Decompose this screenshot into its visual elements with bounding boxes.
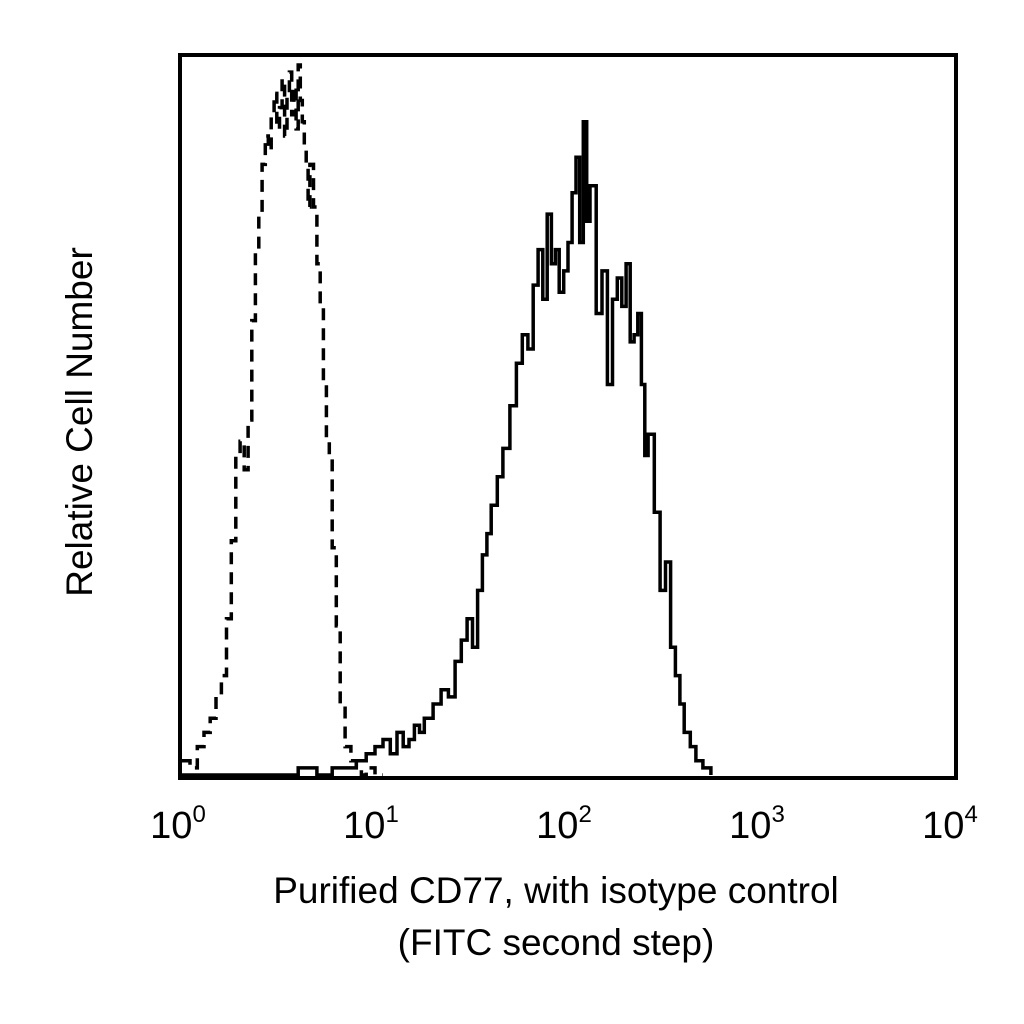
histogram-series-cd77	[182, 120, 713, 777]
x-tick-label-4: 104	[922, 801, 978, 847]
x-tick-exponent: 2	[578, 801, 591, 828]
x-tick-base: 10	[922, 805, 964, 847]
y-axis-label: Relative Cell Number	[59, 247, 100, 597]
x-tick-base: 10	[150, 805, 192, 847]
series-layer	[182, 63, 713, 777]
x-axis-label-line-2: (FITC second step)	[398, 922, 715, 963]
x-tick-label-2: 102	[536, 801, 592, 847]
x-tick-exponent: 1	[385, 801, 398, 828]
x-tick-label-0: 100	[150, 801, 206, 847]
x-tick-base: 10	[536, 805, 578, 847]
x-tick-label-1: 101	[343, 801, 399, 847]
x-tick-base: 10	[729, 805, 771, 847]
histogram-series-isotype-control	[182, 63, 383, 777]
x-tick-base: 10	[343, 805, 385, 847]
x-tick-exponent: 0	[192, 801, 205, 828]
x-tick-label-3: 103	[729, 801, 785, 847]
x-tick-exponent: 4	[964, 801, 977, 828]
x-tick-exponent: 3	[771, 801, 784, 828]
x-axis-label-line-1: Purified CD77, with isotype control	[273, 870, 839, 911]
plot-frame	[178, 53, 958, 780]
x-tick-labels: 100 101 102 103 104	[150, 801, 978, 847]
